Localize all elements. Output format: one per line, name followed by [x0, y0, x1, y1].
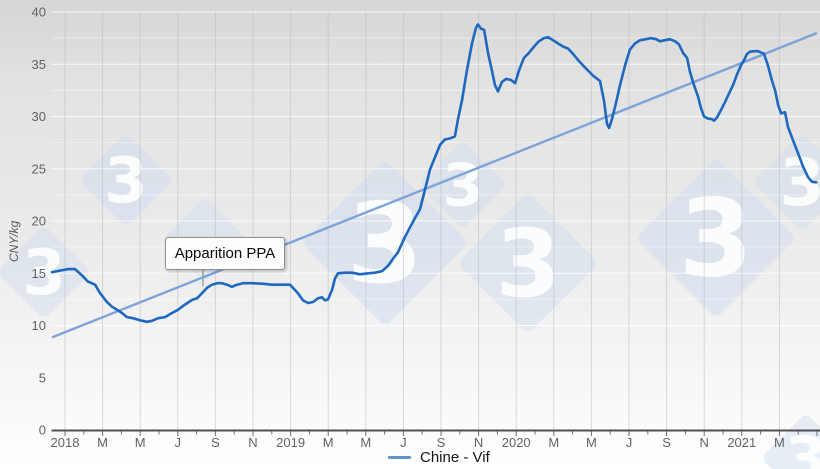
x-tick-label: M — [323, 435, 334, 450]
watermark-diamond — [763, 415, 820, 469]
x-tick-label: N — [700, 435, 709, 450]
x-tick-label: M — [360, 435, 371, 450]
chart-gridlines — [51, 11, 820, 430]
x-tick-label: N — [474, 435, 483, 450]
x-tick-label: M — [586, 435, 597, 450]
x-tick-label: S — [437, 435, 446, 450]
chart-series — [50, 23, 818, 339]
x-tick-label: J — [175, 435, 182, 450]
annotation-apparition-ppa: Apparition PPA — [165, 237, 285, 270]
watermark-3-glyph: 3 — [679, 178, 753, 302]
y-tick-label: 30 — [32, 109, 46, 124]
y-tick-label: 10 — [32, 318, 46, 333]
annotation-text: Apparition PPA — [174, 245, 276, 262]
legend-line-swatch — [388, 455, 411, 459]
trend-line — [51, 32, 818, 339]
watermark-diamond — [638, 160, 794, 316]
watermark-diamond — [755, 135, 820, 229]
watermark-diamond — [460, 195, 596, 331]
x-tick-label: M — [135, 435, 146, 450]
watermark-3-glyph: 3 — [495, 210, 560, 319]
watermark-diamond — [421, 143, 505, 227]
x-tick-label: 2018 — [51, 435, 80, 450]
watermark-diamond — [304, 162, 466, 324]
x-tick-label: N — [248, 435, 257, 450]
y-tick-label: 35 — [32, 57, 46, 72]
axis-labels: 2018 M M J S N 2019 M M J S N 2020 M M J S N 2021 M 0 5 10 15 20… — [32, 5, 785, 451]
y-axis-title: CNY/kg — [7, 220, 21, 262]
chart-axes — [51, 429, 820, 436]
y-tick-label: 25 — [32, 161, 46, 176]
legend-item-chine-vif[interactable]: Chine - Vif — [420, 448, 490, 466]
x-tick-label: M — [548, 435, 559, 450]
watermark-diamond — [81, 135, 171, 225]
x-tick-label: 2019 — [276, 435, 305, 450]
y-tick-label: 5 — [39, 370, 46, 385]
chart-legend: Chine - Vif — [388, 447, 490, 467]
x-tick-label: S — [662, 435, 671, 450]
y-tick-label: 40 — [32, 5, 46, 20]
y-tick-label: 0 — [39, 423, 46, 438]
y-tick-label: 15 — [32, 266, 46, 281]
x-tick-label: M — [97, 435, 108, 450]
x-tick-label: 2021 — [727, 435, 756, 450]
watermark-3-glyph: 3 — [785, 424, 820, 469]
watermark-diamond — [0, 227, 89, 317]
series-line-chine-vif — [50, 23, 818, 324]
watermark-3-glyph: 3 — [22, 236, 65, 309]
x-tick-label: M — [774, 435, 785, 450]
watermark-333-logo: 33 3 33 3 33 — [0, 135, 820, 469]
watermark-3-glyph: 3 — [104, 144, 147, 217]
y-tick-label: 20 — [32, 214, 46, 229]
x-tick-label: S — [211, 435, 220, 450]
watermark-3-glyph: 3 — [443, 152, 484, 220]
x-tick-label: 2020 — [502, 435, 531, 450]
x-tick-label: J — [400, 435, 407, 450]
watermark-3-glyph: 3 — [347, 180, 424, 309]
x-tick-label: J — [626, 435, 633, 450]
